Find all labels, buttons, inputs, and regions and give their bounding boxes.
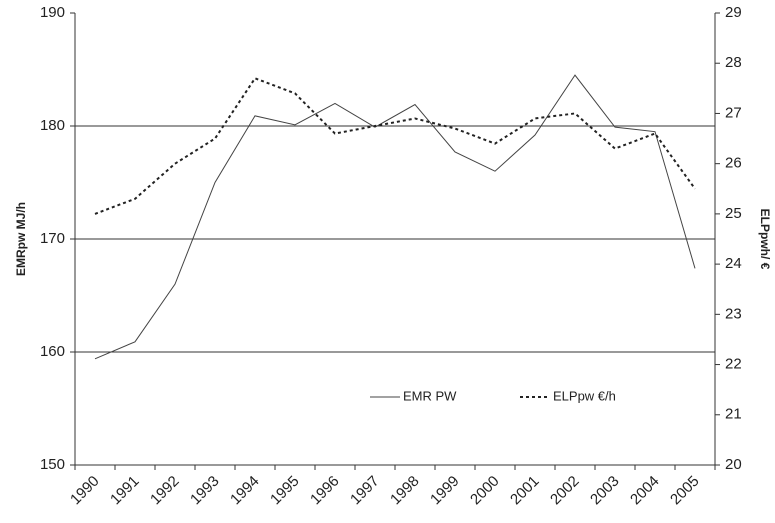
x-tick-label: 2003 (587, 473, 623, 509)
x-tick-label: 2005 (667, 473, 703, 509)
legend-label: ELPpw €/h (553, 388, 616, 403)
y2-tick-label: 22 (725, 356, 742, 373)
x-tick-label: 1998 (387, 473, 423, 509)
x-tick-label: 1993 (187, 473, 223, 509)
x-tick-label: 1999 (427, 473, 463, 509)
y2-tick-label: 20 (725, 456, 742, 473)
y-axis-title: EMRpw MJ/h (14, 202, 28, 276)
x-tick-label: 1995 (267, 473, 303, 509)
legend-label: EMR PW (403, 388, 457, 403)
y-tick-label: 150 (40, 456, 65, 473)
x-tick-label: 2000 (467, 473, 503, 509)
y-tick-label: 170 (40, 230, 65, 247)
series-line (94, 77, 696, 215)
x-tick-label: 1990 (67, 473, 103, 509)
y2-tick-label: 21 (725, 406, 742, 423)
x-tick-label: 1997 (347, 473, 383, 509)
y-tick-label: 190 (40, 4, 65, 21)
x-tick-label: 1994 (227, 473, 263, 509)
series-line (94, 74, 696, 360)
x-tick-label: 2002 (547, 473, 583, 509)
y2-tick-label: 27 (725, 104, 742, 121)
x-tick-label: 2004 (627, 473, 663, 509)
x-tick-label: 2001 (507, 473, 543, 509)
y2-tick-label: 23 (725, 305, 742, 322)
x-tick-label: 1996 (307, 473, 343, 509)
x-tick-label: 1991 (107, 473, 143, 509)
y2-tick-label: 26 (725, 155, 742, 172)
y2-tick-label: 29 (725, 4, 742, 21)
y-tick-label: 160 (40, 343, 65, 360)
x-tick-label: 1992 (147, 473, 183, 509)
y2-axis-title: ELPpwh/ € (758, 209, 772, 270)
y-tick-label: 180 (40, 117, 65, 134)
y2-tick-label: 25 (725, 205, 742, 222)
y2-tick-label: 24 (725, 255, 742, 272)
y2-tick-label: 28 (725, 54, 742, 71)
